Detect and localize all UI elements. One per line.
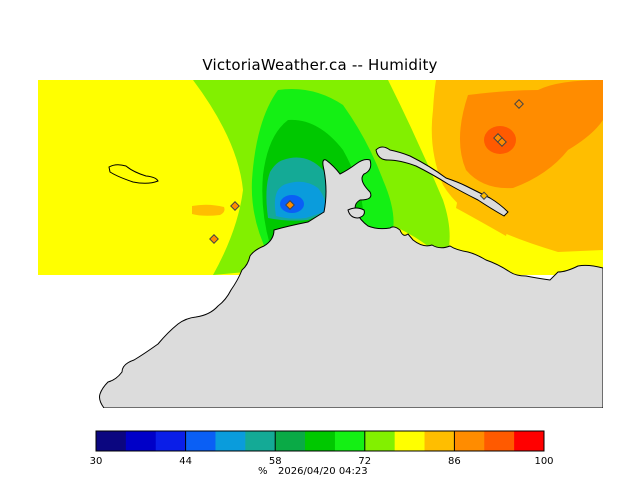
stations-layer: [209, 99, 524, 244]
colorbar-swatch: [305, 431, 336, 451]
colorbar-tick-label-6: 100: [534, 456, 553, 467]
station-marker-3[interactable]: [285, 200, 295, 210]
humidity-zone-orange-inlet: [456, 198, 508, 236]
colorbar-unit: %: [258, 466, 268, 477]
colorbar-frame: [95, 430, 545, 452]
colorbar-swatch: [364, 431, 396, 451]
colorbar-swatch: [394, 431, 426, 451]
peninsula-outline: [375, 146, 509, 217]
colorbar-tick-label-1: 30: [90, 456, 103, 467]
colorbar-swatch: [155, 431, 187, 451]
colorbar-tick-label-5: 86: [448, 456, 461, 467]
station-marker-6[interactable]: [497, 137, 507, 147]
colorbar-swatch: [514, 431, 545, 451]
colorbar-swatch: [125, 431, 157, 451]
map-title: VictoriaWeather.ca -- Humidity: [202, 56, 438, 74]
colorbar-ticks: [95, 431, 545, 451]
colorbar-swatch: [185, 431, 216, 451]
colorbar-swatch: [454, 431, 485, 451]
humidity-zone-orange-west: [192, 204, 225, 216]
colorbar-swatch: [245, 431, 276, 451]
colorbar-tick-label-3: 58: [269, 456, 282, 467]
station-marker-4[interactable]: [514, 99, 524, 109]
colorbar-swatches: [96, 431, 545, 451]
colorbar-swatch: [96, 431, 127, 451]
humidity-map[interactable]: [38, 80, 603, 408]
colorbar-swatch: [215, 431, 246, 451]
colorbar-swatch: [275, 431, 306, 451]
land-mass: [99, 159, 603, 408]
colorbar-swatch: [334, 431, 366, 451]
colorbar-tick-label-2: 44: [179, 456, 192, 467]
channel-island: [347, 207, 365, 219]
island-outline: [108, 164, 159, 184]
colorbar-timestamp: 2026/04/20 04:23: [278, 466, 368, 477]
colorbar-tick-label-4: 72: [358, 456, 371, 467]
station-marker-2[interactable]: [209, 234, 219, 244]
colorbar-swatch: [484, 431, 515, 451]
colorbar-swatch: [424, 431, 455, 451]
station-marker-1[interactable]: [230, 201, 240, 211]
station-marker-7[interactable]: [479, 191, 489, 200]
humidity-zone-darkorange: [459, 80, 603, 189]
